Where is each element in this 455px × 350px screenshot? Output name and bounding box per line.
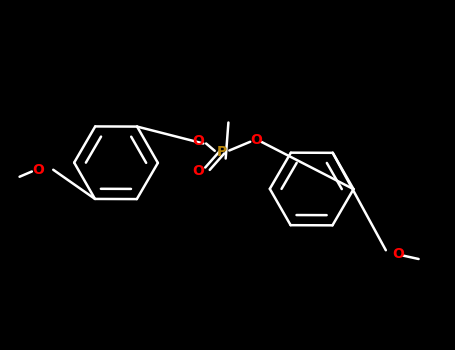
Text: O: O (32, 163, 44, 177)
Text: O: O (192, 164, 204, 178)
Text: O: O (392, 247, 404, 261)
Text: O: O (192, 134, 204, 148)
Text: O: O (250, 133, 262, 147)
Text: P: P (217, 145, 227, 159)
